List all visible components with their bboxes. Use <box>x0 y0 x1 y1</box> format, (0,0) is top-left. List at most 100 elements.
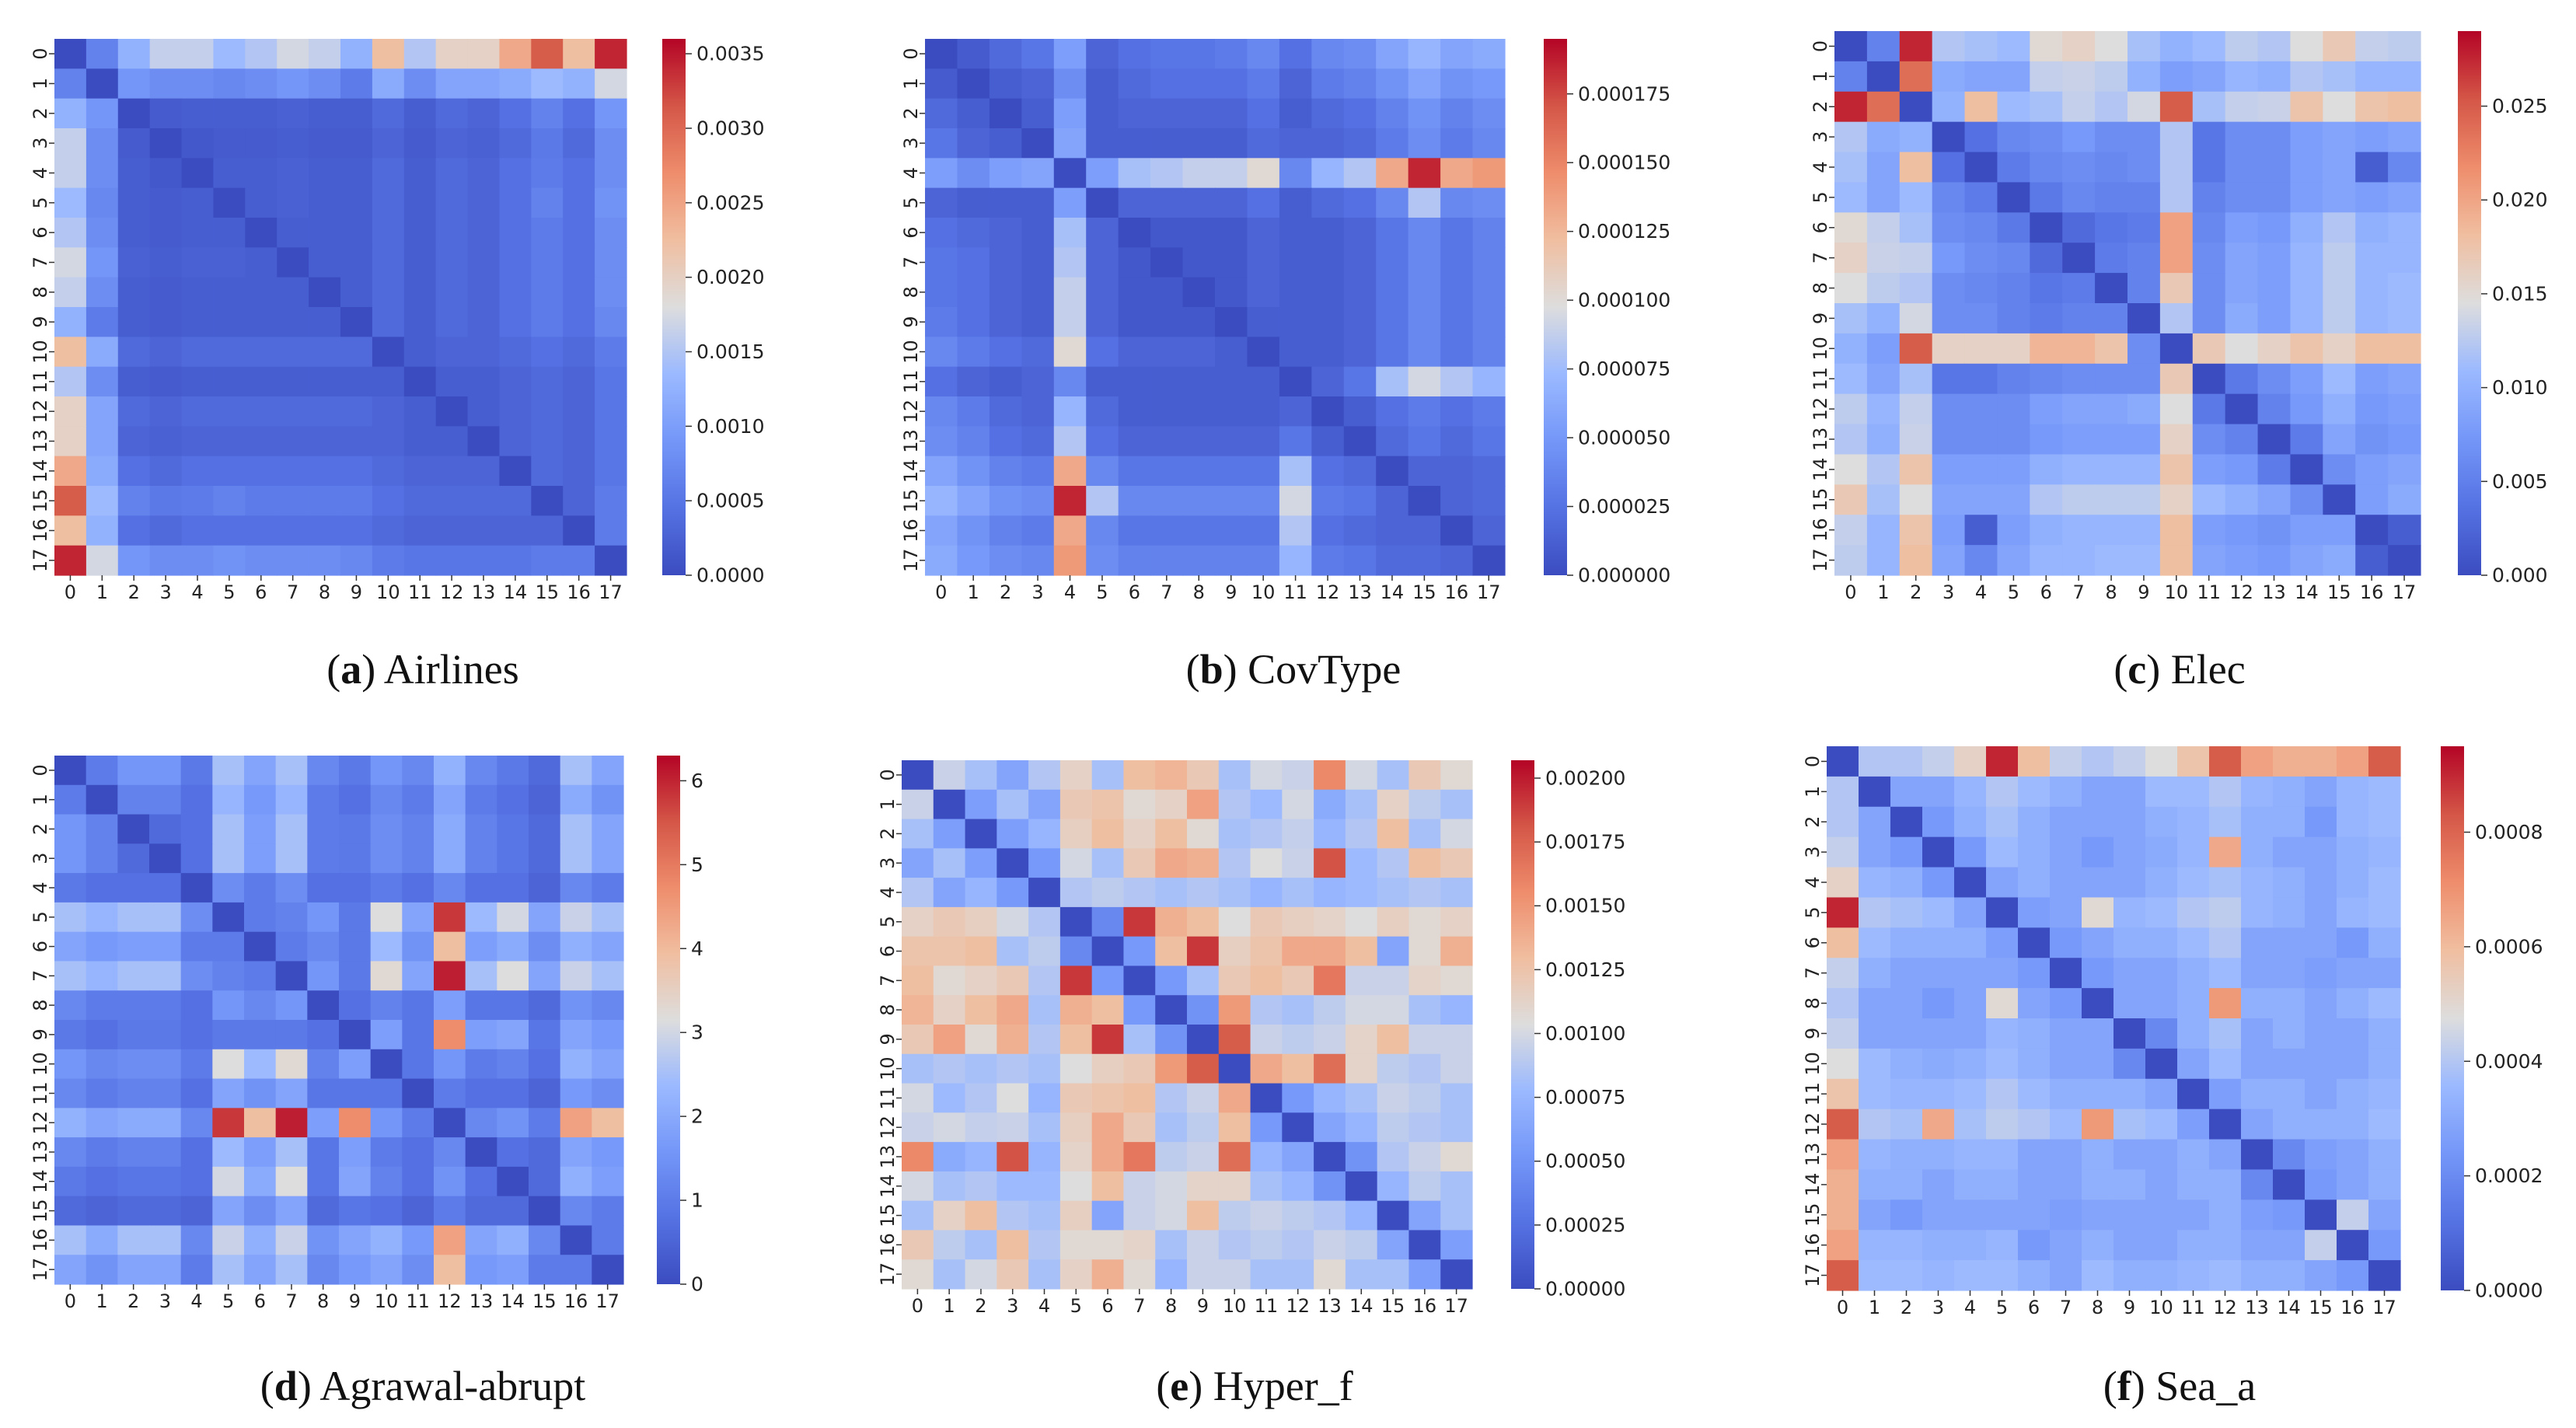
heatmap-cell <box>2159 363 2194 395</box>
heatmap-cell <box>2225 303 2259 334</box>
heatmap-cell <box>925 39 958 69</box>
x-tick-label: 9 <box>1225 581 1237 603</box>
heatmap-cell <box>403 39 437 69</box>
heatmap-cell <box>499 98 532 129</box>
colorbar-tick-label: 0.000025 <box>1578 495 1670 518</box>
heatmap-cell <box>1053 158 1087 189</box>
heatmap-cell <box>1376 545 1409 576</box>
heatmap-cell <box>1834 121 1868 153</box>
heatmap-cell <box>54 545 87 576</box>
heatmap-cell <box>149 68 183 100</box>
heatmap-cell <box>1250 965 1283 996</box>
heatmap-cell <box>2095 152 2128 183</box>
heatmap-cell <box>1408 848 1441 878</box>
heatmap-cell <box>1827 958 1859 989</box>
heatmap-cell <box>965 848 997 878</box>
heatmap-cell <box>2337 897 2369 928</box>
heatmap-cell <box>212 756 245 786</box>
heatmap-cell <box>1187 878 1220 908</box>
heatmap-cell <box>2062 273 2096 304</box>
heatmap-cell <box>2095 61 2128 93</box>
heatmap-cell <box>1059 906 1093 937</box>
heatmap-cell <box>1440 789 1473 820</box>
heatmap-cell <box>1187 1259 1220 1290</box>
x-tick-label: 6 <box>1101 1295 1113 1317</box>
heatmap-cell <box>1123 995 1156 1025</box>
heatmap-cell <box>1250 995 1283 1025</box>
heatmap-cell <box>1408 307 1441 337</box>
heatmap-cell <box>244 1255 277 1285</box>
heatmap-cell <box>54 1078 87 1109</box>
heatmap-cell <box>1053 277 1087 308</box>
heatmap-cell <box>2323 515 2356 546</box>
heatmap-cell <box>499 426 532 457</box>
x-tick-label: 4 <box>191 581 203 603</box>
heatmap-cell <box>2209 1078 2242 1110</box>
heatmap-cell <box>2062 515 2096 546</box>
heatmap-cell <box>86 515 119 546</box>
heatmap-cell <box>2388 424 2421 456</box>
heatmap-cell <box>1028 1200 1061 1231</box>
y-tick-label: 13 <box>30 429 51 453</box>
heatmap-cell <box>1155 819 1188 849</box>
heatmap-cell <box>1279 545 1312 576</box>
heatmap-cell <box>54 843 87 874</box>
heatmap-cell <box>1964 273 1998 304</box>
heatmap-cell <box>2305 1078 2337 1110</box>
heatmap-cell <box>2145 1109 2178 1140</box>
heatmap-cell <box>933 1259 966 1290</box>
heatmap-cell <box>560 1078 592 1109</box>
heatmap-cell <box>1377 848 1410 878</box>
heatmap-cell <box>1086 187 1119 218</box>
heatmap-cell <box>2368 1230 2401 1261</box>
heatmap-cell <box>1408 337 1441 368</box>
heatmap-cell <box>563 515 595 546</box>
x-tick-label: 9 <box>349 1290 361 1312</box>
heatmap-cell <box>180 1108 213 1138</box>
heatmap-cell <box>212 873 245 903</box>
heatmap-cell <box>1408 396 1441 427</box>
heatmap-cell <box>1932 545 1966 576</box>
heatmap-cell <box>2062 91 2096 123</box>
heatmap-cell <box>531 426 564 457</box>
heatmap-cell <box>370 814 403 844</box>
heatmap-cell <box>86 39 119 69</box>
heatmap-cell <box>465 814 497 844</box>
heatmap-cell <box>1866 333 1901 365</box>
heatmap-cell <box>372 187 405 218</box>
heatmap-cell <box>2082 1199 2114 1231</box>
heatmap-cell <box>1964 243 1998 274</box>
x-tick-label: 1 <box>1869 1297 1880 1318</box>
x-tick-label: 11 <box>2197 581 2221 603</box>
heatmap-cell <box>1059 1142 1093 1172</box>
heatmap-cell <box>1247 366 1280 397</box>
heatmap-cell <box>2062 61 2096 93</box>
x-tick-label: 14 <box>1380 581 1405 603</box>
heatmap-cell <box>1150 277 1184 308</box>
heatmap-cell <box>1021 247 1055 278</box>
heatmap-cell <box>1314 995 1346 1025</box>
heatmap-cell <box>902 1142 934 1172</box>
heatmap-cell <box>403 396 437 427</box>
heatmap-cell <box>2145 1018 2178 1049</box>
heatmap-cell <box>180 1255 213 1285</box>
heatmap-cell <box>1150 456 1184 487</box>
heatmap-cell <box>2114 776 2146 808</box>
heatmap-cell <box>2177 958 2210 989</box>
heatmap-cell <box>307 873 340 903</box>
heatmap-cell <box>1215 218 1248 248</box>
y-tick-label: 15 <box>877 1203 899 1227</box>
heatmap-cell <box>2241 1109 2274 1140</box>
heatmap-cell <box>2082 927 2114 958</box>
x-tick-label: 2 <box>128 581 140 603</box>
heatmap-cell <box>117 1196 150 1227</box>
heatmap-cell <box>1954 1109 1987 1140</box>
heatmap-cell <box>2062 31 2096 62</box>
heatmap-cell <box>1866 515 1901 546</box>
heatmap-cell <box>925 98 958 129</box>
y-tick-label: 5 <box>30 197 51 208</box>
heatmap-cell <box>1343 218 1377 248</box>
heatmap-cell <box>1859 1078 1891 1110</box>
heatmap-cell <box>595 337 627 368</box>
heatmap-cell <box>592 1225 624 1255</box>
